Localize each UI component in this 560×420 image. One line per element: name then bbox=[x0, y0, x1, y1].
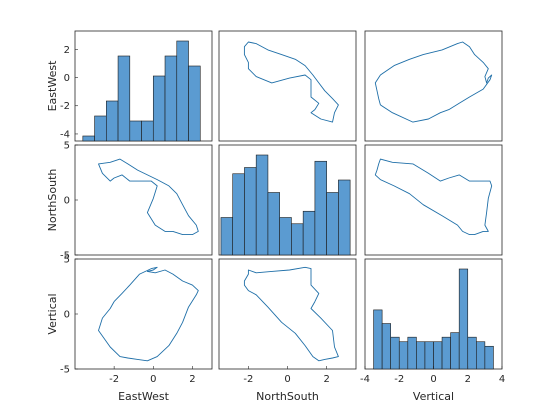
histogram-bar-northsouth-7 bbox=[302, 210, 316, 256]
col-tick-label-eastwest-2: 2 bbox=[189, 374, 195, 385]
histogram-bar-vertical-10 bbox=[458, 268, 469, 370]
row-tick-label-vertical-1: 0 bbox=[64, 310, 70, 321]
histogram-bar-eastwest-2 bbox=[106, 100, 119, 142]
trajectory-line-northsouth-vs-eastwest bbox=[98, 158, 199, 236]
panel-frame-vertical-vs-northsouth bbox=[218, 258, 357, 370]
trajectory-line-vertical-vs-northsouth bbox=[243, 266, 339, 362]
trajectory-line-northsouth-vs-vertical bbox=[374, 158, 493, 236]
row-tick-label-vertical-0: 5 bbox=[64, 255, 70, 266]
col-tick-label-vertical-0: -4 bbox=[360, 374, 370, 385]
histogram-bar-vertical-1 bbox=[381, 323, 391, 370]
histogram-bar-eastwest-1 bbox=[94, 115, 107, 142]
histogram-bar-northsouth-5 bbox=[279, 217, 292, 256]
col-tick-label-northsouth-2: 2 bbox=[323, 374, 329, 385]
panel-frame-vertical-vs-eastwest bbox=[74, 258, 213, 370]
histogram-bar-northsouth-4 bbox=[267, 192, 280, 256]
histogram-bar-northsouth-2 bbox=[244, 167, 257, 256]
col-tick-label-northsouth-1: 0 bbox=[284, 374, 290, 385]
histogram-bar-eastwest-7 bbox=[164, 55, 178, 142]
y-axis-label-northsouth: NorthSouth bbox=[46, 169, 59, 232]
histogram-bar-eastwest-5 bbox=[141, 120, 154, 142]
histogram-bar-eastwest-0 bbox=[82, 135, 95, 142]
histogram-bar-vertical-2 bbox=[390, 336, 400, 370]
histogram-bar-vertical-12 bbox=[476, 341, 486, 370]
histogram-bar-eastwest-8 bbox=[176, 40, 189, 142]
trajectory-line-eastwest-vs-northsouth bbox=[243, 41, 339, 123]
panel-frame-eastwest-vs-vertical bbox=[364, 30, 503, 142]
trajectory-line-eastwest-vs-vertical bbox=[374, 41, 493, 123]
y-axis-label-eastwest: EastWest bbox=[46, 60, 59, 111]
histogram-bar-northsouth-8 bbox=[314, 160, 327, 256]
histogram-bar-vertical-6 bbox=[424, 341, 434, 370]
row-tick-label-eastwest-2: -2 bbox=[60, 101, 70, 112]
row-tick-label-northsouth-0: 5 bbox=[64, 141, 70, 152]
col-tick-label-vertical-3: 2 bbox=[465, 374, 471, 385]
histogram-bar-vertical-7 bbox=[433, 341, 443, 370]
histogram-bar-vertical-0 bbox=[373, 309, 383, 370]
row-tick-label-eastwest-0: 2 bbox=[64, 45, 70, 56]
histogram-bar-eastwest-9 bbox=[188, 65, 201, 142]
x-axis-label-northsouth: NorthSouth bbox=[256, 390, 319, 403]
row-tick-label-northsouth-1: 0 bbox=[64, 196, 70, 207]
histogram-bar-northsouth-1 bbox=[232, 173, 245, 256]
col-tick-label-eastwest-0: -2 bbox=[109, 374, 119, 385]
row-tick-label-eastwest-3: -4 bbox=[60, 129, 70, 140]
histogram-bar-vertical-3 bbox=[398, 341, 409, 370]
histogram-bar-vertical-11 bbox=[467, 336, 477, 370]
x-axis-label-vertical: Vertical bbox=[413, 390, 454, 403]
trajectory-line-vertical-vs-eastwest bbox=[98, 266, 199, 362]
histogram-bar-vertical-13 bbox=[484, 345, 494, 370]
panel-frame-eastwest-vs-northsouth bbox=[218, 30, 357, 142]
col-tick-label-eastwest-1: 0 bbox=[150, 374, 156, 385]
col-tick-label-vertical-1: -2 bbox=[394, 374, 404, 385]
x-axis-label-eastwest: EastWest bbox=[118, 390, 169, 403]
y-axis-label-vertical: Vertical bbox=[46, 293, 59, 334]
histogram-bar-eastwest-6 bbox=[152, 75, 166, 142]
histogram-bar-northsouth-10 bbox=[338, 179, 351, 256]
col-tick-label-vertical-2: 0 bbox=[430, 374, 436, 385]
row-tick-label-vertical-2: -5 bbox=[60, 365, 70, 376]
panel-frame-northsouth-vs-vertical bbox=[364, 144, 503, 256]
col-tick-label-vertical-4: 4 bbox=[499, 374, 505, 385]
histogram-bar-northsouth-0 bbox=[220, 217, 233, 256]
histogram-bar-vertical-9 bbox=[450, 332, 460, 370]
histogram-bar-northsouth-3 bbox=[255, 154, 269, 256]
col-tick-label-northsouth-0: -2 bbox=[243, 374, 253, 385]
histogram-bar-eastwest-3 bbox=[117, 55, 131, 142]
histogram-bar-vertical-8 bbox=[441, 336, 451, 370]
histogram-bar-northsouth-6 bbox=[291, 223, 304, 256]
row-tick-label-northsouth-2: -5 bbox=[60, 251, 70, 262]
histogram-bar-northsouth-9 bbox=[326, 192, 339, 256]
histogram-bar-vertical-4 bbox=[407, 336, 417, 370]
row-tick-label-eastwest-1: 0 bbox=[64, 73, 70, 84]
panel-frame-northsouth-vs-eastwest bbox=[74, 144, 213, 256]
histogram-bar-eastwest-4 bbox=[129, 120, 142, 142]
histogram-bar-vertical-5 bbox=[416, 341, 426, 370]
